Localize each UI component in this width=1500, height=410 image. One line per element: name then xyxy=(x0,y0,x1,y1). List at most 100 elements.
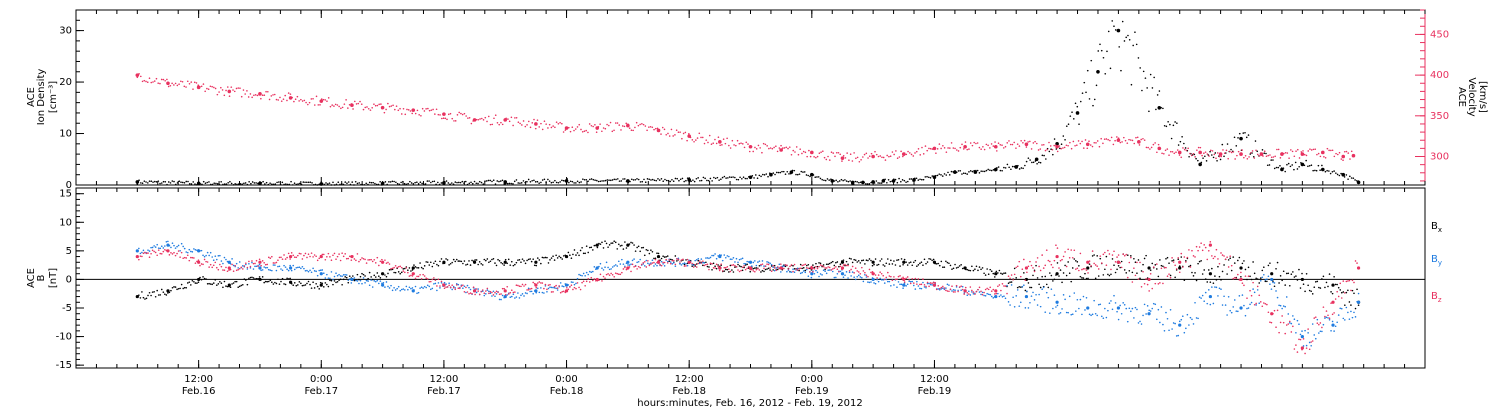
by-sample xyxy=(983,294,985,297)
bz-sample xyxy=(801,264,804,267)
by-point xyxy=(840,272,845,276)
by-sample xyxy=(321,269,324,271)
velocity-sample xyxy=(618,124,621,126)
bz-sample xyxy=(700,262,703,264)
density-sample xyxy=(480,181,483,184)
bx-sample xyxy=(622,248,625,250)
bz-sample xyxy=(202,263,204,266)
velocity-sample xyxy=(1352,155,1355,158)
bx-sample xyxy=(345,276,348,279)
by-sample xyxy=(1136,308,1138,311)
density-sample xyxy=(1245,136,1248,139)
bx-sample xyxy=(472,260,475,262)
density-sample xyxy=(328,182,331,184)
velocity-sample xyxy=(1163,152,1165,155)
bz-sample xyxy=(1143,282,1146,285)
by-sample xyxy=(714,253,716,255)
bz-point xyxy=(1208,243,1212,247)
velocity-sample xyxy=(1305,154,1308,157)
b-tick-label: -5 xyxy=(62,303,72,314)
bz-sample xyxy=(176,252,178,255)
velocity-sample xyxy=(1288,157,1290,159)
bz-sample xyxy=(902,276,904,279)
by-sample xyxy=(1108,302,1111,305)
density-sample xyxy=(1291,164,1293,166)
by-sample xyxy=(1299,333,1302,336)
density-sample xyxy=(933,175,935,177)
bz-sample xyxy=(1270,321,1273,324)
density-sample xyxy=(966,173,969,175)
bz-sample xyxy=(732,264,735,266)
by-sample xyxy=(1328,319,1331,321)
bz-sample xyxy=(943,287,946,289)
bz-sample xyxy=(454,288,457,291)
by-sample xyxy=(566,283,568,286)
density-sample xyxy=(1338,174,1341,177)
bx-sample xyxy=(440,258,443,260)
bx-sample xyxy=(573,249,576,251)
velocity-sample xyxy=(1277,148,1280,151)
bz-sample xyxy=(246,266,249,269)
bz-sample xyxy=(570,284,573,287)
by-sample xyxy=(1012,296,1014,299)
bz-sample xyxy=(167,249,169,252)
density-sample xyxy=(571,180,574,183)
bx-sample xyxy=(495,264,498,267)
velocity-sample xyxy=(1337,153,1339,156)
bx-sample xyxy=(546,256,548,259)
by-sample xyxy=(174,247,177,249)
bz-sample xyxy=(1125,253,1128,256)
velocity-sample xyxy=(1236,154,1238,157)
bx-sample xyxy=(434,260,437,263)
bx-sample xyxy=(1099,257,1102,260)
density-sample xyxy=(674,177,677,180)
by-sample xyxy=(301,265,304,268)
density-sample xyxy=(1167,120,1169,123)
velocity-point xyxy=(227,89,232,94)
velocity-sample xyxy=(254,93,257,96)
density-sample xyxy=(578,181,581,184)
density-sample xyxy=(1324,170,1327,173)
bz-sample xyxy=(1279,321,1282,324)
bx-sample xyxy=(952,267,955,270)
density-sample xyxy=(777,171,780,174)
bz-sample xyxy=(1036,257,1039,259)
bx-sample xyxy=(928,257,930,260)
density-sample xyxy=(487,179,490,182)
bz-sample xyxy=(1088,260,1091,262)
bz-sample xyxy=(711,263,713,265)
by-sample xyxy=(1166,317,1169,320)
density-sample xyxy=(1055,148,1058,150)
bx-sample xyxy=(309,283,311,286)
density-sample xyxy=(1024,164,1026,167)
bz-point xyxy=(1300,346,1304,350)
bz-sample xyxy=(1209,241,1212,243)
bx-sample xyxy=(968,269,970,272)
density-sample xyxy=(1345,174,1348,176)
bx-sample xyxy=(471,259,473,262)
bz-sample xyxy=(1168,273,1170,275)
by-sample xyxy=(1156,318,1158,321)
velocity-sample xyxy=(282,98,285,100)
density-sample xyxy=(314,183,317,186)
bx-sample xyxy=(888,263,891,265)
bz-sample xyxy=(315,255,317,258)
bz-sample xyxy=(822,265,825,268)
by-sample xyxy=(197,249,200,251)
bx-sample xyxy=(439,260,441,263)
velocity-sample xyxy=(1154,142,1156,144)
bz-sample xyxy=(692,266,695,268)
velocity-sample xyxy=(1190,154,1193,157)
by-sample xyxy=(1114,302,1117,304)
bx-sample xyxy=(388,269,391,271)
bx-sample xyxy=(1041,275,1043,278)
bz-sample xyxy=(1229,255,1231,257)
velocity-sample xyxy=(435,108,438,111)
bz-point xyxy=(472,289,477,293)
bz-sample xyxy=(1091,250,1094,252)
bx-sample xyxy=(876,264,878,266)
bz-sample xyxy=(1081,268,1083,271)
by-sample xyxy=(1347,311,1349,314)
by-sample xyxy=(436,289,438,292)
by-sample xyxy=(1105,316,1108,319)
